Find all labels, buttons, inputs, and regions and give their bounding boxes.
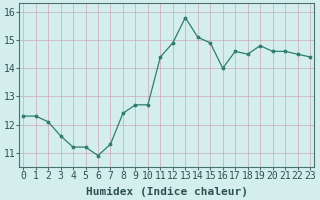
X-axis label: Humidex (Indice chaleur): Humidex (Indice chaleur) — [85, 186, 248, 197]
